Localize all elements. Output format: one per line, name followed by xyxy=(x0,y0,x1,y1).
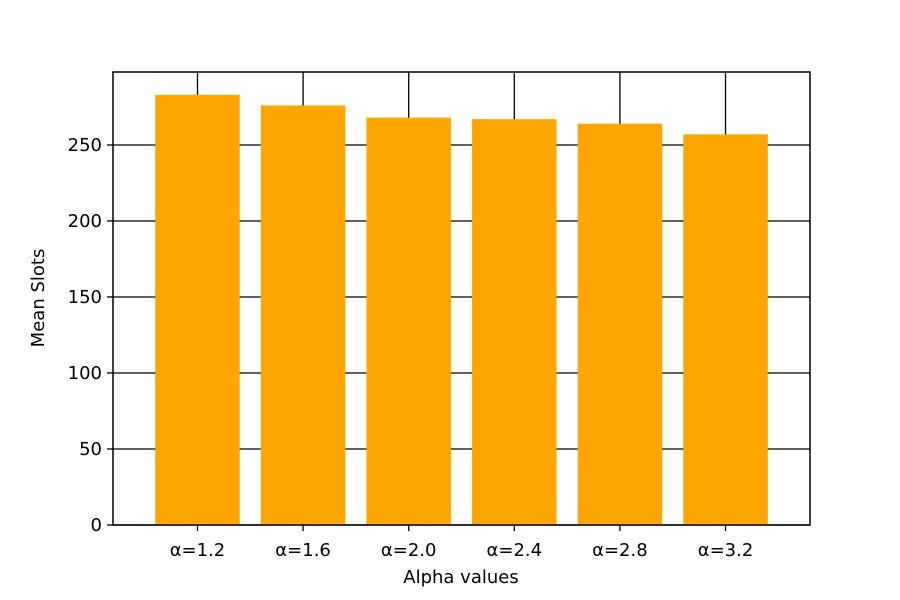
bar--1-6 xyxy=(260,105,346,525)
y-tick-label: 50 xyxy=(79,439,102,460)
x-tick-label: α=3.2 xyxy=(698,540,754,561)
plot-frame xyxy=(112,71,811,526)
y-axis-label: Mean Slots xyxy=(28,249,49,348)
bars xyxy=(155,94,768,526)
x-tick-label: α=2.8 xyxy=(592,540,648,561)
x-tick-label: α=1.6 xyxy=(275,540,331,561)
x-tick-label: α=2.4 xyxy=(487,540,543,561)
x-axis-label: Alpha values xyxy=(403,567,518,588)
bar--2-8 xyxy=(577,123,663,525)
bar--1-2 xyxy=(155,94,240,526)
bar--2-4 xyxy=(472,119,557,526)
tick-labels: 0 50 100 150 200 250 α=1.2 α=1.6 α=2.0 α=2.4 α=2.8… xyxy=(68,135,754,561)
x-tick-label: α=2.0 xyxy=(381,540,437,561)
y-tick-label: 200 xyxy=(68,211,102,232)
y-tick-label: 100 xyxy=(68,363,102,384)
ticks xyxy=(107,144,727,531)
bar--2-0 xyxy=(366,117,451,525)
y-tick-label: 0 xyxy=(91,515,102,536)
y-tick-label: 250 xyxy=(68,135,102,156)
y-tick-label: 150 xyxy=(68,287,102,308)
x-tick-label: α=1.2 xyxy=(170,540,226,561)
bar--3-2 xyxy=(683,134,768,525)
